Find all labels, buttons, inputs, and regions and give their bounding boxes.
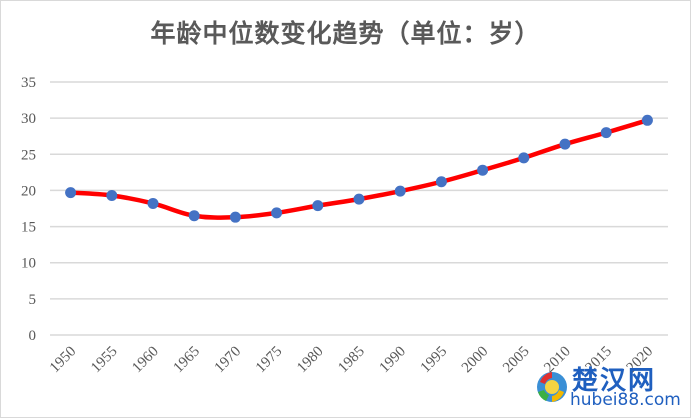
data-point <box>559 138 571 150</box>
watermark-cn: 楚汉网 <box>572 366 657 396</box>
x-tick-label: 1970 <box>212 344 245 377</box>
data-point <box>353 193 365 205</box>
x-tick-label: 1950 <box>47 344 80 377</box>
y-tick-label: 30 <box>21 111 36 127</box>
y-tick-label: 25 <box>21 147 36 163</box>
x-tick-label: 1955 <box>88 344 121 377</box>
globe-logo-icon <box>537 372 567 402</box>
y-tick-label: 35 <box>21 75 36 91</box>
data-point <box>600 127 612 139</box>
x-tick-label: 2005 <box>500 344 533 377</box>
y-tick-label: 5 <box>29 292 37 308</box>
data-markers <box>65 114 653 223</box>
x-tick-label: 2000 <box>459 344 492 377</box>
x-tick-label: 1980 <box>294 344 327 377</box>
y-tick-label: 20 <box>21 183 36 199</box>
data-point <box>394 185 406 197</box>
data-point <box>271 207 283 219</box>
y-tick-label: 15 <box>21 220 36 236</box>
x-tick-label: 1990 <box>377 344 410 377</box>
x-tick-label: 1985 <box>335 344 368 377</box>
x-tick-label: 1960 <box>129 344 162 377</box>
data-point <box>188 210 200 222</box>
data-point <box>641 114 653 126</box>
y-tick-label: 0 <box>29 328 37 344</box>
y-axis-ticks: 0 5 10 15 20 25 30 35 <box>21 75 36 344</box>
x-tick-label: 1995 <box>418 344 451 377</box>
data-point <box>147 197 159 209</box>
gridlines <box>50 81 668 336</box>
data-point <box>518 152 530 164</box>
data-point <box>229 211 241 223</box>
chart-title: 年龄中位数变化趋势（单位：岁） <box>150 19 541 48</box>
y-tick-label: 10 <box>21 256 36 272</box>
x-tick-label: 1975 <box>253 344 286 377</box>
watermark: 楚汉网 hubei88.com <box>532 360 682 412</box>
data-point <box>65 187 77 199</box>
x-tick-label: 1965 <box>171 344 204 377</box>
data-point <box>435 176 447 188</box>
data-point <box>106 189 118 201</box>
data-point <box>477 164 489 176</box>
watermark-en: hubei88.com <box>570 390 681 410</box>
data-point <box>312 200 324 212</box>
